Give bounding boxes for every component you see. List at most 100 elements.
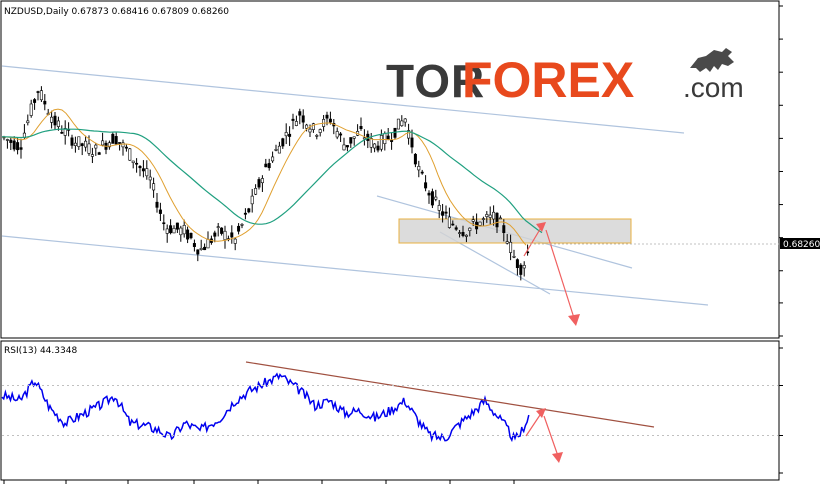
candle-body [192, 243, 196, 247]
candle-body [386, 135, 390, 140]
candle-body [376, 145, 380, 151]
ma-fast-line [1, 108, 527, 246]
logo-forex-text: FOREX [462, 52, 634, 108]
price-label: 0.68260 [783, 240, 820, 250]
candle-body [308, 128, 312, 133]
main-chart [1, 65, 779, 326]
candle-body [101, 140, 105, 146]
candle-body [223, 230, 227, 240]
candle-body [128, 148, 132, 161]
candle-body [458, 232, 462, 234]
rsi-trendline [245, 361, 655, 428]
candle-body [447, 216, 451, 228]
candle-body [434, 196, 438, 200]
main-chart-header: NZDUSD,Daily 0.67873 0.68416 0.67809 0.6… [4, 7, 229, 17]
candle-body [186, 229, 190, 240]
candle-body [169, 225, 173, 234]
candle-body [311, 123, 315, 130]
candle-body [515, 259, 519, 269]
torforex-logo: TOR FOREX .com [386, 48, 744, 108]
candle-body [512, 256, 516, 258]
logo-com-text: .com [683, 72, 744, 103]
candle-body [284, 132, 288, 137]
candle-body [264, 163, 268, 168]
candle-body [155, 201, 159, 208]
candle-body [73, 142, 77, 146]
candle-body [345, 145, 349, 148]
candle-body [403, 118, 407, 123]
candle-body [352, 136, 356, 139]
candle-body [175, 222, 179, 230]
candle-body [216, 226, 220, 228]
candle-body [291, 118, 295, 121]
forecast-arrow-up-head [536, 222, 546, 232]
rsi-plot-frame [0, 340, 780, 481]
candle-body [400, 120, 404, 127]
candle-body [430, 191, 434, 206]
candle-body [257, 179, 261, 188]
candle-body [50, 116, 54, 123]
candle-body [206, 239, 210, 249]
candle-body [121, 142, 125, 148]
candle-body [135, 162, 139, 165]
candle-body [427, 192, 431, 196]
candle-body [84, 140, 88, 148]
candle-body [247, 208, 251, 213]
candle-body [26, 120, 30, 124]
candle-body [80, 143, 84, 146]
candle-body [424, 182, 428, 189]
candle-body [158, 209, 162, 214]
candle-body [298, 111, 302, 116]
candle-body [492, 211, 496, 220]
candle-body [199, 247, 203, 250]
candle-body [230, 232, 234, 238]
candle-body [77, 136, 81, 147]
candle-body [36, 91, 40, 93]
rsi-arrow-up-head [536, 408, 546, 418]
candle-body [495, 212, 499, 228]
candle-body [53, 115, 57, 126]
candle-body [203, 246, 207, 251]
candle-body [33, 99, 37, 103]
x-axis [3, 480, 515, 484]
candle-body [359, 126, 363, 130]
candle-body [318, 129, 322, 133]
candle-body [509, 241, 513, 253]
candle-body [328, 118, 332, 123]
main-plot-frame [0, 0, 780, 339]
rsi-arrow-down [543, 415, 559, 457]
candle-body [294, 121, 298, 126]
candle-body [417, 166, 421, 171]
candle-body [131, 160, 135, 163]
candle-body [254, 188, 258, 195]
candle-body [260, 178, 264, 184]
candle-body [94, 144, 98, 149]
candle-body [162, 222, 166, 225]
candle-body [468, 227, 472, 231]
candle-body [420, 171, 424, 174]
candle-body [488, 214, 492, 218]
candle-body [124, 146, 128, 149]
candle-body [267, 163, 271, 169]
candle-body [471, 219, 475, 222]
candle-body [461, 231, 465, 236]
candle-body [410, 137, 414, 148]
candle-body [441, 211, 445, 216]
candle-body [60, 132, 64, 134]
candle-body [281, 138, 285, 147]
candle-body [342, 144, 346, 151]
candle-body [505, 241, 509, 244]
candle-body [369, 138, 373, 148]
candle-body [152, 183, 156, 191]
logo-tor-text: TOR [386, 55, 485, 107]
candle-body [63, 128, 67, 136]
forecast-arrow-up [523, 225, 543, 257]
candle-body [12, 140, 16, 150]
candle-body [519, 264, 523, 275]
candle-body [271, 156, 275, 162]
candle-body [444, 211, 448, 214]
candle-body [165, 228, 169, 234]
candle-body [396, 118, 400, 130]
channel-upper-line [1, 65, 685, 134]
